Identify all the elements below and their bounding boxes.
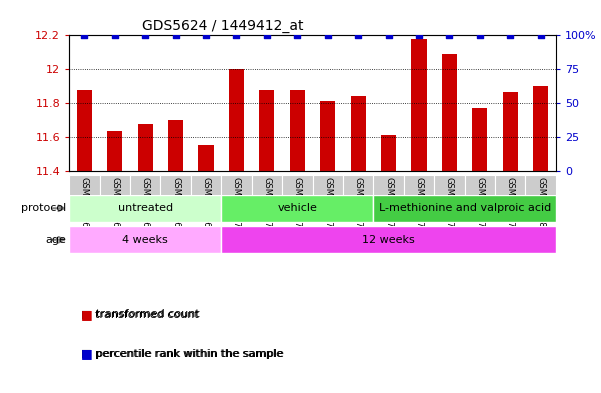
Bar (502, 92, 518, 171)
Bar (77, 90, 92, 171)
Text: transformed count: transformed count (96, 309, 200, 320)
Bar (130, 175, 160, 214)
Point (384, 32, 394, 39)
Bar (138, 124, 153, 171)
Text: L-methionine and valproic acid: L-methionine and valproic acid (379, 203, 551, 213)
Text: GSM1520974: GSM1520974 (353, 177, 362, 233)
Point (141, 32, 150, 39)
Bar (381, 135, 396, 171)
Bar (320, 101, 335, 171)
Text: GSM1520967: GSM1520967 (141, 177, 150, 233)
Bar (69, 226, 221, 253)
Text: GSM1520968: GSM1520968 (171, 177, 180, 233)
Point (536, 32, 546, 39)
Point (445, 32, 454, 39)
Bar (442, 54, 457, 171)
Bar (373, 195, 556, 222)
Text: untreated: untreated (118, 203, 172, 213)
Bar (533, 86, 548, 171)
Text: protocol: protocol (21, 203, 66, 213)
Text: GSM1520973: GSM1520973 (323, 177, 332, 233)
Bar (495, 175, 525, 214)
Bar (373, 175, 404, 214)
Bar (525, 175, 556, 214)
Text: percentile rank within the sample: percentile rank within the sample (96, 349, 284, 359)
Bar (229, 69, 244, 171)
Text: GSM1520969: GSM1520969 (201, 177, 210, 233)
Bar (412, 39, 427, 171)
Text: ■: ■ (81, 308, 93, 321)
Point (475, 32, 484, 39)
Bar (343, 175, 373, 214)
Text: GSM1520972: GSM1520972 (293, 177, 302, 233)
Point (353, 32, 363, 39)
Point (231, 32, 241, 39)
Text: 12 weeks: 12 weeks (362, 235, 415, 245)
Bar (107, 131, 123, 171)
Point (262, 32, 272, 39)
Bar (313, 175, 343, 214)
Text: age: age (45, 235, 66, 245)
Bar (168, 120, 183, 171)
Bar (221, 226, 556, 253)
Text: ■: ■ (81, 347, 93, 360)
Bar (350, 96, 366, 171)
Point (79, 32, 89, 39)
Text: GSM1520970: GSM1520970 (232, 177, 241, 233)
Bar (100, 175, 130, 214)
Text: GSM1520977: GSM1520977 (445, 177, 454, 233)
Bar (290, 90, 305, 171)
Point (323, 32, 332, 39)
Bar (69, 175, 100, 214)
Point (414, 32, 424, 39)
Bar (221, 175, 252, 214)
Bar (465, 175, 495, 214)
Text: GSM1520978: GSM1520978 (475, 177, 484, 233)
Text: GSM1520965: GSM1520965 (80, 177, 89, 233)
Point (293, 32, 302, 39)
Point (201, 32, 211, 39)
Bar (404, 175, 435, 214)
Bar (282, 175, 313, 214)
Bar (472, 108, 487, 171)
Text: GSM1520979: GSM1520979 (506, 177, 515, 233)
Point (505, 32, 515, 39)
Text: GSM1520966: GSM1520966 (110, 177, 119, 233)
Bar (198, 145, 213, 171)
Point (171, 32, 180, 39)
Text: GDS5624 / 1449412_at: GDS5624 / 1449412_at (142, 19, 304, 33)
Text: ■ transformed count: ■ transformed count (81, 309, 199, 320)
Bar (259, 90, 275, 171)
Text: GSM1520975: GSM1520975 (384, 177, 393, 233)
Text: vehicle: vehicle (278, 203, 317, 213)
Text: 4 weeks: 4 weeks (123, 235, 168, 245)
Bar (191, 175, 221, 214)
Point (110, 32, 120, 39)
Bar (252, 175, 282, 214)
Text: GSM1520976: GSM1520976 (415, 177, 424, 233)
Text: GSM1520971: GSM1520971 (263, 177, 272, 233)
Bar (434, 175, 465, 214)
Bar (160, 175, 191, 214)
Bar (69, 195, 221, 222)
Text: GSM1520980: GSM1520980 (536, 177, 545, 233)
Bar (221, 195, 373, 222)
Text: ■ percentile rank within the sample: ■ percentile rank within the sample (81, 349, 283, 359)
